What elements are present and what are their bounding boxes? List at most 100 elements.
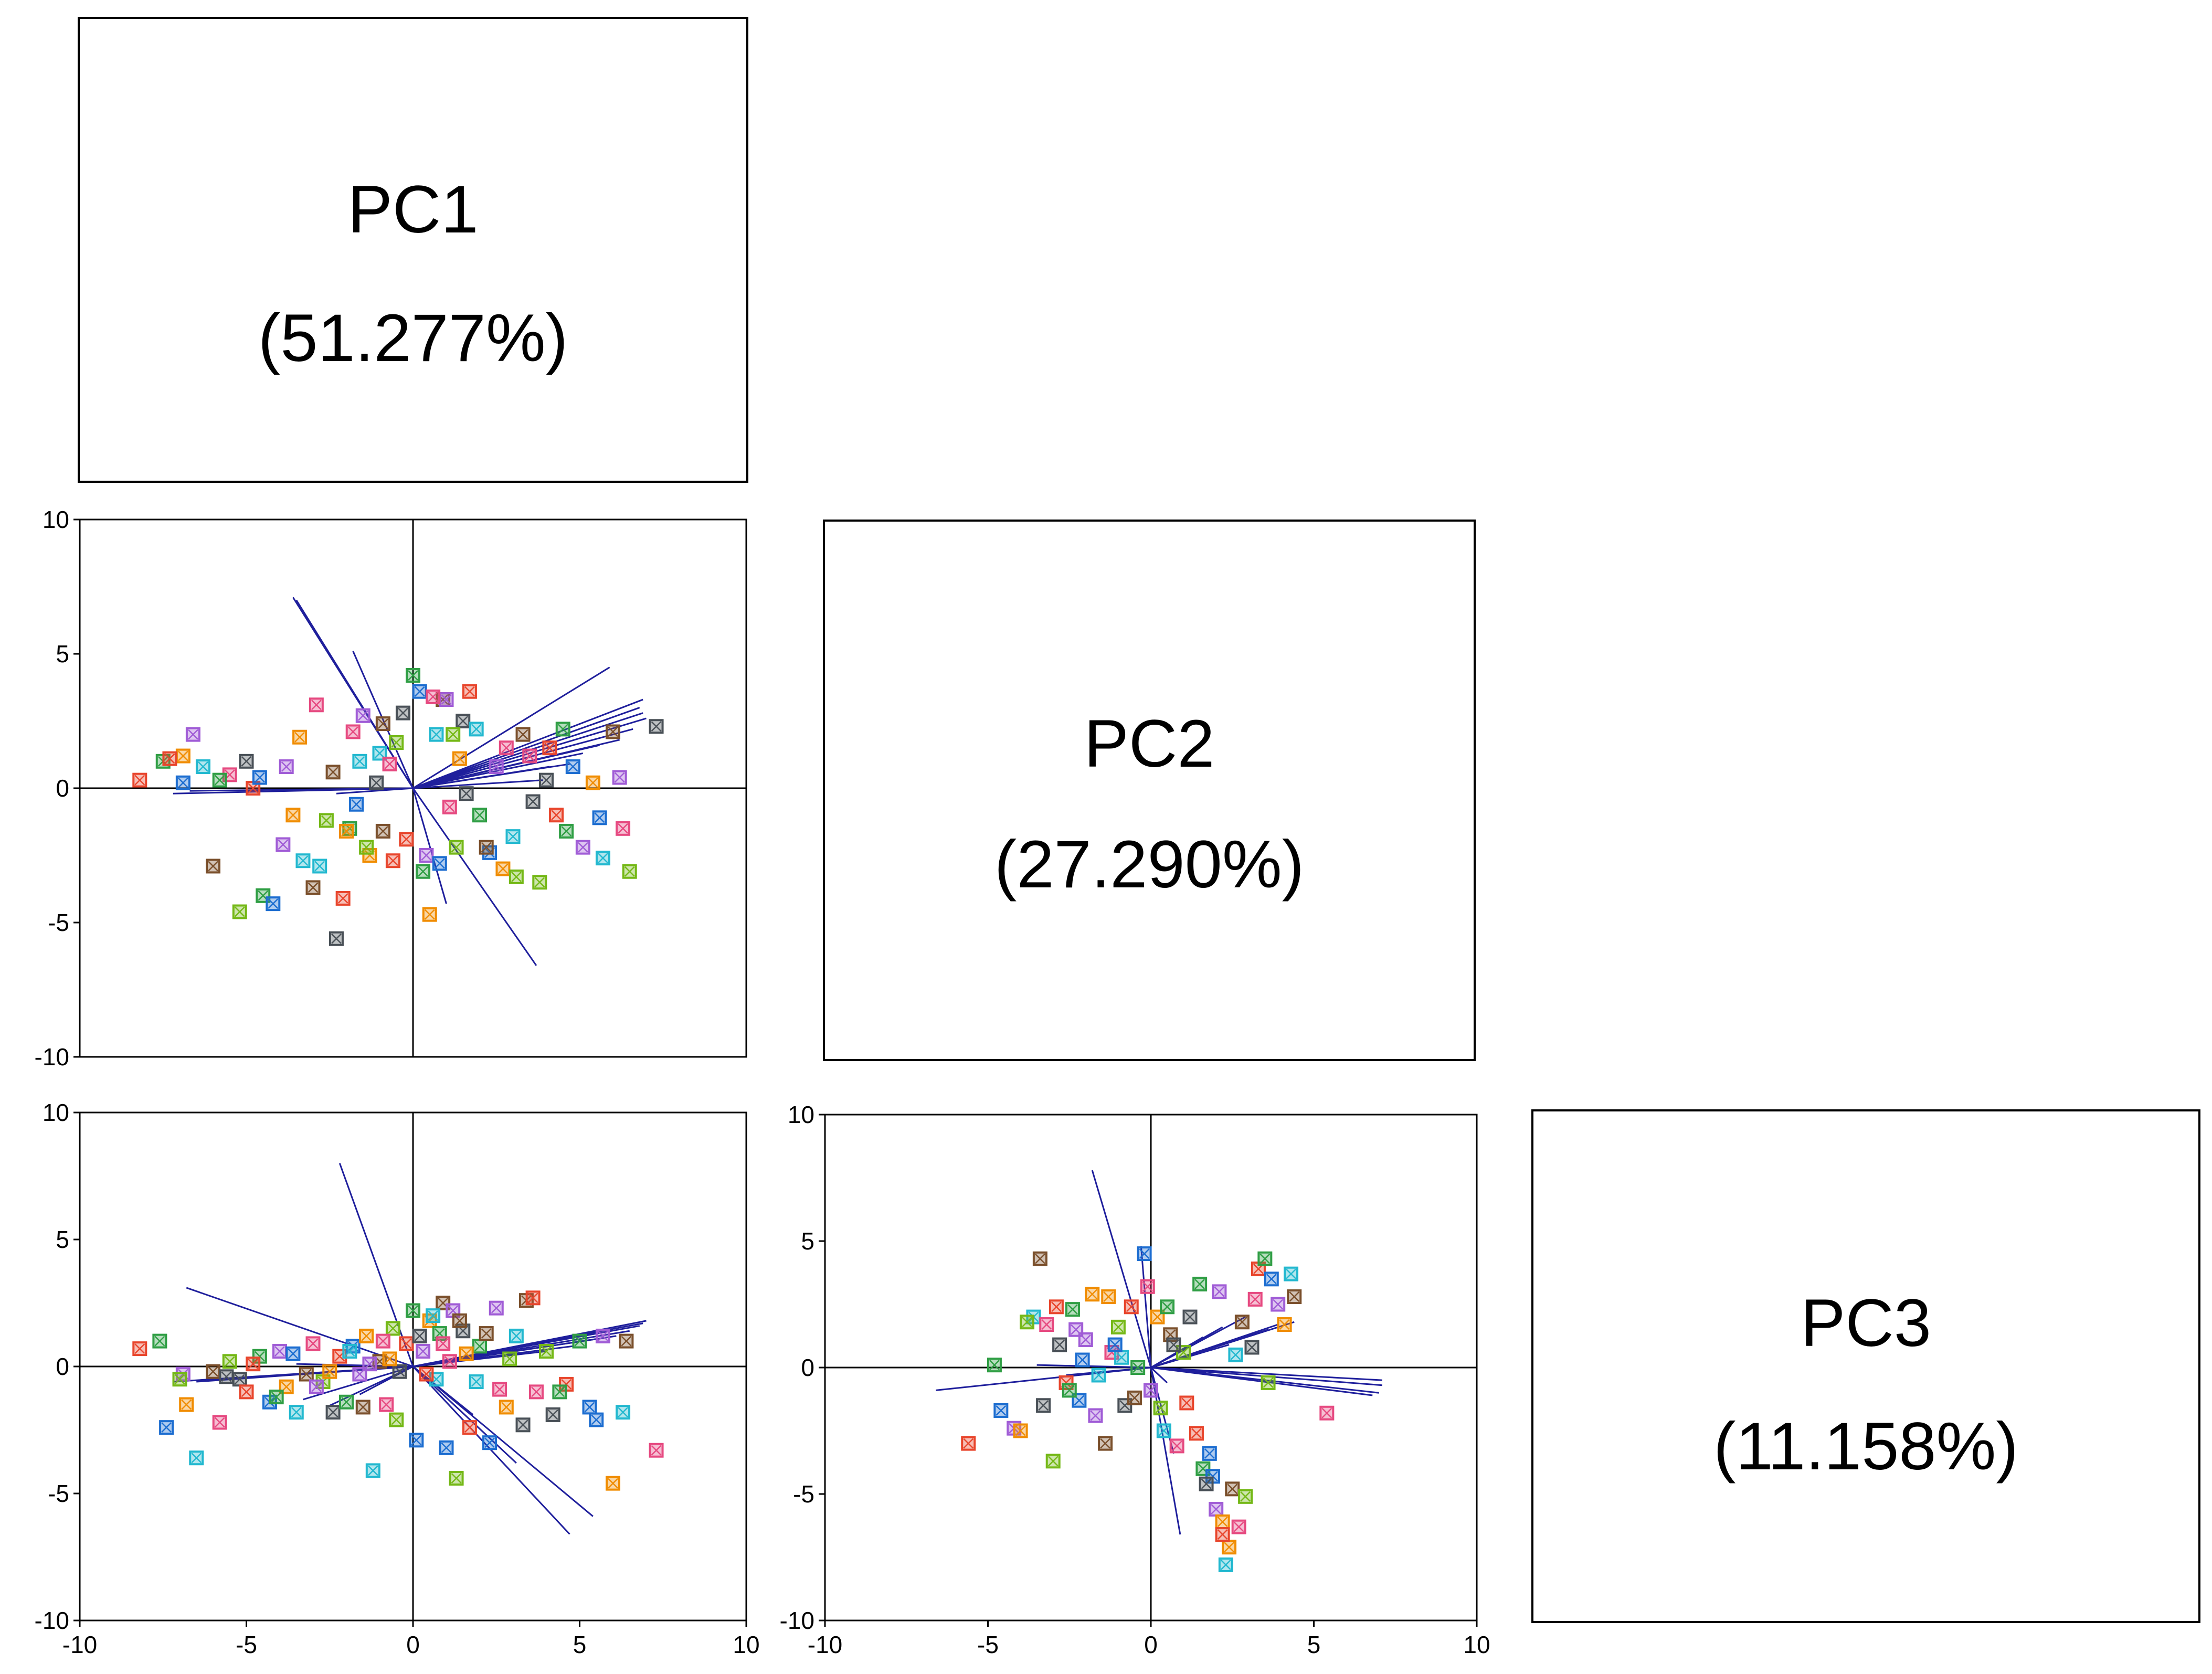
score-point: [1045, 1454, 1061, 1469]
score-point: [1225, 1481, 1240, 1497]
score-point-hatch: [177, 777, 188, 788]
score-point-hatch: [471, 724, 482, 735]
score-point: [585, 775, 600, 790]
score-point-hatch: [364, 1359, 375, 1370]
score-point: [389, 1412, 404, 1427]
score-point-hatch: [177, 750, 188, 761]
score-point-hatch: [474, 1341, 485, 1352]
score-point-hatch: [1217, 1517, 1228, 1527]
score-point: [342, 1343, 357, 1359]
score-point-hatch: [418, 1346, 428, 1357]
score-point: [616, 1405, 631, 1420]
score-point: [961, 1436, 976, 1451]
panel-pc2-vs-pc1: -10 -5 0 5 10: [35, 506, 747, 1071]
score-point: [1107, 1337, 1123, 1352]
score-point-hatch: [431, 729, 442, 740]
score-point: [1036, 1398, 1051, 1413]
score-point-hatch: [361, 842, 372, 853]
score-point: [212, 772, 227, 788]
score-point: [1110, 1319, 1126, 1334]
score-point-hatch: [401, 1338, 412, 1349]
loading-vector: [412, 666, 610, 789]
score-point-hatch: [481, 1328, 492, 1339]
pc2-name: PC2: [1084, 706, 1215, 781]
score-point: [482, 1435, 498, 1450]
score-point-hatch: [394, 1366, 405, 1377]
score-point: [1212, 1284, 1227, 1299]
score-point-hatch: [527, 1292, 538, 1304]
score-point-hatch: [1093, 1370, 1104, 1381]
score-point: [312, 859, 327, 874]
score-point: [1261, 1375, 1276, 1390]
score-point: [355, 1400, 371, 1415]
score-point-hatch: [1191, 1428, 1202, 1439]
score-point-hatch: [181, 1399, 192, 1410]
score-point: [239, 754, 254, 769]
score-point: [515, 727, 531, 742]
score-point-hatch: [208, 861, 218, 872]
score-point-hatch: [388, 1323, 398, 1334]
score-point-hatch: [524, 750, 535, 761]
score-point-hatch: [598, 1331, 608, 1341]
score-point-hatch: [214, 1417, 225, 1428]
score-point: [1068, 1322, 1084, 1337]
score-point: [1257, 1251, 1273, 1266]
score-point-hatch: [1230, 1350, 1241, 1360]
pc3-label-box: PC3 (11.158%): [1531, 1109, 2200, 1623]
score-point-hatch: [268, 898, 279, 909]
score-point-hatch: [588, 777, 598, 788]
score-point: [395, 705, 410, 721]
y-tick-label: -10: [35, 1607, 69, 1634]
score-point-hatch: [1204, 1448, 1215, 1459]
score-point-hatch: [1047, 1456, 1059, 1467]
score-point: [372, 746, 387, 761]
score-point: [375, 823, 390, 839]
score-point-hatch: [294, 732, 305, 743]
score-point-hatch: [1289, 1291, 1300, 1302]
score-point-hatch: [511, 872, 522, 882]
score-point: [993, 1403, 1009, 1418]
score-point: [406, 668, 420, 683]
score-point: [385, 1321, 400, 1336]
pc1-label-box: PC1 (51.277%): [78, 17, 748, 483]
score-point: [1218, 1557, 1233, 1572]
score-point-hatch: [351, 799, 362, 810]
score-point: [305, 880, 321, 895]
loading-vector: [412, 706, 640, 789]
score-point-hatch: [341, 1396, 352, 1407]
score-point: [489, 759, 504, 775]
score-point: [375, 716, 390, 732]
score-point-hatch: [431, 1374, 442, 1385]
score-point-hatch: [608, 1478, 618, 1489]
loading-vector: [412, 1365, 570, 1535]
score-point-hatch: [1236, 1317, 1247, 1328]
y-tick-label: 5: [56, 640, 69, 668]
score-point: [575, 840, 590, 855]
score-point: [1101, 1289, 1116, 1305]
score-point-hatch: [1211, 1504, 1222, 1514]
score-point-hatch: [401, 834, 412, 845]
loading-vector: [1150, 1367, 1181, 1535]
score-point: [442, 1354, 457, 1369]
panel-pc3-vs-pc2: -10 -5 0 5 10 -10 -5 0 5 10: [780, 1101, 1490, 1658]
score-point: [622, 864, 637, 879]
score-point: [272, 1343, 287, 1359]
score-point: [175, 775, 190, 790]
score-point-hatch: [474, 810, 485, 821]
score-point-hatch: [491, 761, 502, 772]
score-point: [429, 727, 444, 742]
score-point: [179, 1397, 194, 1412]
score-point-hatch: [398, 707, 408, 718]
score-point-hatch: [241, 1386, 252, 1397]
score-point-hatch: [444, 1356, 455, 1367]
score-point: [1231, 1519, 1246, 1534]
score-point: [452, 751, 467, 766]
score-point-hatch: [1129, 1392, 1140, 1403]
loading-vector: [186, 1287, 414, 1368]
score-point: [439, 1440, 454, 1455]
score-point-hatch: [1041, 1319, 1052, 1330]
score-point-hatch: [444, 801, 455, 812]
score-point-hatch: [441, 1442, 452, 1453]
score-point: [1140, 1279, 1155, 1294]
score-point-hatch: [428, 1310, 438, 1321]
